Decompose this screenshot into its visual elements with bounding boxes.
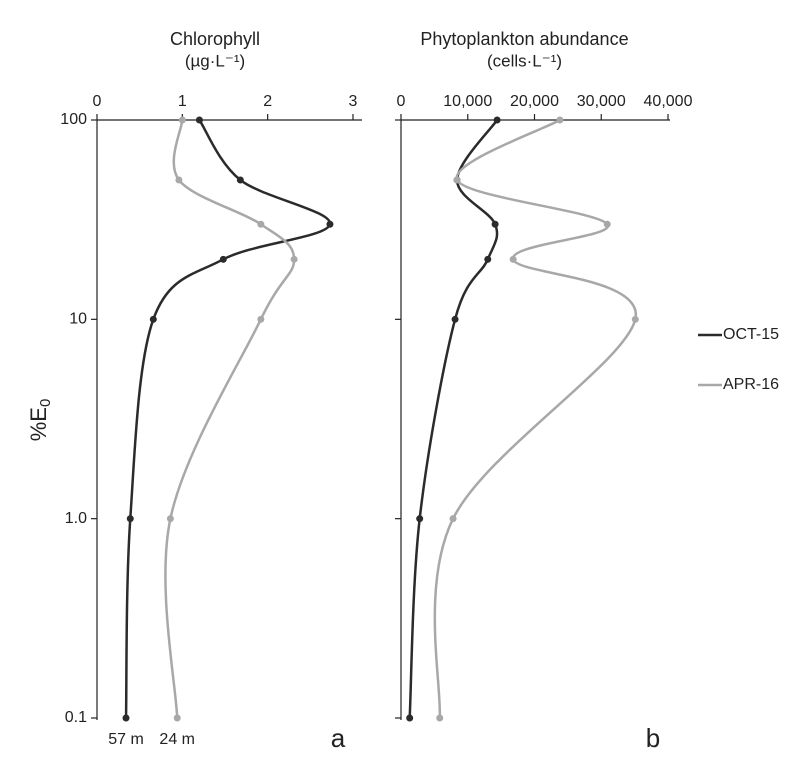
data-point	[416, 515, 424, 523]
series-line	[408, 119, 499, 719]
x-tick-label: 30,000	[577, 93, 626, 110]
x-tick-label: 2	[263, 93, 272, 110]
data-point	[178, 116, 186, 124]
data-point	[126, 515, 134, 523]
data-point	[436, 714, 444, 722]
x-tick-label: 10,000	[443, 93, 492, 110]
data-point	[453, 176, 461, 184]
y-tick-label: 100	[60, 111, 87, 128]
data-point	[175, 176, 183, 184]
data-point	[166, 515, 174, 523]
data-point	[236, 176, 244, 184]
data-point	[290, 255, 298, 263]
x-unit: (µg·L⁻¹)	[185, 51, 245, 70]
y-tick-label: 0.1	[65, 709, 87, 726]
data-point	[449, 515, 457, 523]
x-tick-label: 20,000	[510, 93, 559, 110]
y-axis-label: %E0	[26, 399, 54, 442]
depth-label: 57 m	[108, 731, 144, 748]
data-point	[219, 255, 227, 263]
x-unit: (cells·L⁻¹)	[487, 51, 562, 70]
data-point	[493, 116, 501, 124]
data-point	[257, 220, 265, 228]
y-label-sub: 0	[37, 399, 54, 407]
data-point	[406, 714, 414, 722]
chart-title: Phytoplankton abundance	[420, 29, 628, 49]
legend-label: OCT-15	[723, 326, 779, 343]
data-point	[556, 116, 564, 124]
data-point	[491, 220, 499, 228]
panel-label: b	[646, 723, 660, 753]
series-line	[433, 118, 637, 719]
series-line	[164, 119, 296, 719]
x-tick-label: 0	[397, 93, 406, 110]
data-point	[509, 255, 517, 263]
x-tick-label: 0	[93, 93, 102, 110]
data-point	[195, 116, 203, 124]
data-point	[173, 714, 181, 722]
chart-title: Chlorophyll	[170, 29, 260, 49]
y-tick-label: 10	[69, 311, 87, 328]
data-point	[603, 220, 611, 228]
data-point	[326, 220, 334, 228]
x-tick-label: 40,000	[644, 93, 693, 110]
series-line	[124, 119, 332, 719]
data-point	[631, 315, 639, 323]
y-tick-label: 1.0	[65, 510, 87, 527]
data-point	[257, 315, 265, 323]
data-point	[484, 255, 492, 263]
data-point	[451, 315, 459, 323]
legend-label: APR-16	[723, 376, 779, 393]
x-tick-label: 1	[178, 93, 187, 110]
y-label-main: %E	[26, 407, 51, 441]
panel-label: a	[331, 723, 346, 753]
data-point	[149, 315, 157, 323]
data-point	[122, 714, 130, 722]
x-tick-label: 3	[349, 93, 358, 110]
depth-label: 24 m	[159, 731, 195, 748]
